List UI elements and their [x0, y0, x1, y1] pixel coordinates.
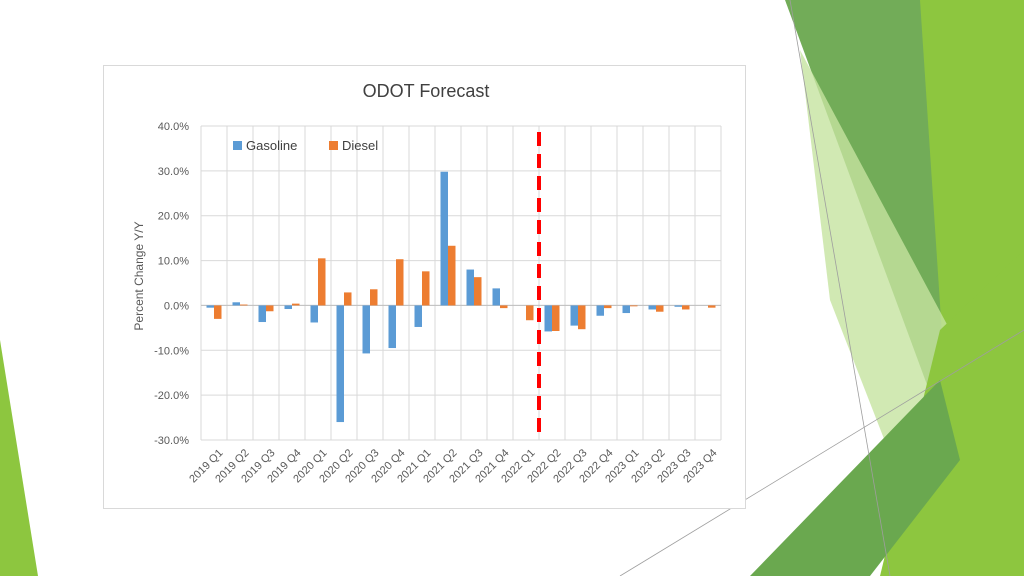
diesel-bar-2022-q3	[578, 305, 586, 330]
diesel-bar-2021-q2	[448, 245, 456, 306]
y-tick-label: -10.0%	[154, 345, 189, 357]
chart-container: ODOT Forecast Percent Change Y/Y 40.0% 30…	[103, 65, 746, 509]
diesel-bar-2023-q1	[630, 305, 638, 307]
chart-title: ODOT Forecast	[363, 81, 490, 101]
legend-swatch-gasoline	[233, 141, 242, 150]
y-tick-label: 10.0%	[158, 256, 189, 268]
green-shape-bottom-left	[0, 340, 38, 576]
bar-chart: ODOT Forecast Percent Change Y/Y 40.0% 30…	[132, 81, 722, 485]
gasoline-bar-2023-q2	[648, 305, 656, 310]
y-tick-label: 20.0%	[158, 211, 189, 223]
legend-swatch-diesel	[329, 141, 338, 150]
diesel-bar-2020-q3	[370, 289, 378, 306]
gasoline-bar-2020-q1	[310, 305, 318, 323]
y-tick-label: -30.0%	[154, 435, 189, 447]
gasoline-bar-2022-q2	[544, 305, 552, 332]
legend-label-diesel: Diesel	[342, 138, 378, 153]
legend-label-gasoline: Gasoline	[246, 138, 297, 153]
y-axis-label: Percent Change Y/Y	[132, 221, 146, 330]
gasoline-bar-2021-q4	[492, 288, 500, 306]
gasoline-bar-2022-q3	[570, 305, 578, 326]
gasoline-bar-2023-q3	[674, 305, 682, 307]
diesel-bar-2022-q1	[526, 305, 534, 321]
diesel-bar-2021-q1	[422, 271, 430, 306]
diesel-bar-2021-q4	[500, 305, 508, 309]
gasoline-bar-2020-q2	[336, 305, 344, 423]
diesel-bar-2019-q2	[240, 304, 248, 306]
diesel-bar-2020-q1	[318, 258, 326, 306]
green-shape-bottom-middle	[750, 380, 960, 576]
gasoline-bar-2020-q3	[362, 305, 370, 354]
decor-line-1	[789, 0, 891, 576]
gasoline-bar-2021-q1	[414, 305, 422, 327]
bars	[206, 171, 716, 423]
green-shape-light	[800, 50, 950, 480]
y-tick-label: 0.0%	[164, 300, 189, 312]
diesel-bar-2022-q4	[604, 305, 612, 309]
y-tick-label: 40.0%	[158, 121, 189, 133]
decor-line-2	[619, 329, 1024, 576]
diesel-bar-2023-q4	[708, 305, 716, 308]
diesel-bar-2022-q2	[552, 305, 560, 331]
gasoline-bar-2019-q4	[284, 305, 292, 310]
diesel-bar-2019-q1	[214, 305, 222, 319]
diesel-bar-2019-q3	[266, 305, 274, 312]
gasoline-bar-2019-q2	[232, 302, 240, 306]
gasoline-bar-2019-q3	[258, 305, 266, 323]
gridlines	[200, 125, 722, 441]
diesel-bar-2021-q3	[474, 277, 482, 306]
gasoline-bar-2019-q1	[206, 305, 214, 308]
gasoline-bar-2020-q4	[388, 305, 396, 349]
diesel-bar-2023-q2	[656, 305, 664, 312]
y-tick-label: -20.0%	[154, 390, 189, 402]
diesel-bar-2023-q3	[682, 305, 690, 310]
diesel-bar-2019-q4	[292, 303, 300, 306]
gasoline-bar-2021-q2	[440, 171, 448, 306]
diesel-bar-2020-q4	[396, 259, 404, 306]
y-tick-label: 30.0%	[158, 166, 189, 178]
gasoline-bar-2023-q1	[622, 305, 630, 314]
gasoline-bar-2022-q4	[596, 305, 604, 316]
gasoline-bar-2021-q3	[466, 269, 474, 306]
diesel-bar-2020-q2	[344, 292, 352, 306]
legend: Gasoline Diesel	[233, 138, 378, 153]
